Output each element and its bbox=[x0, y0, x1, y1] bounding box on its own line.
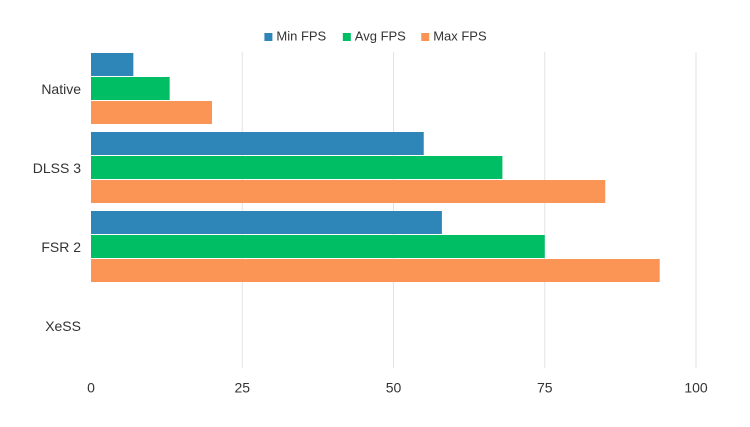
grid-layer bbox=[241, 52, 697, 368]
bar-fsr-2-max-fps bbox=[91, 259, 660, 282]
bar-dlss-3-min-fps bbox=[91, 132, 424, 155]
legend-item-avg-fps: Avg FPS bbox=[342, 28, 406, 43]
bar-fsr-2-avg-fps bbox=[91, 235, 545, 258]
bar-native-max-fps bbox=[91, 101, 212, 124]
x-tick-label: 25 bbox=[234, 380, 250, 396]
legend-swatch bbox=[264, 33, 273, 41]
x-tick-label: 75 bbox=[537, 380, 553, 396]
x-tick-label: 100 bbox=[684, 380, 708, 396]
bar-native-min-fps bbox=[91, 53, 134, 76]
legend: Min FPS Avg FPS Max FPS bbox=[264, 28, 487, 43]
category-label: Native bbox=[41, 81, 81, 97]
category-label: DLSS 3 bbox=[33, 160, 81, 176]
x-tick-label: 0 bbox=[87, 380, 95, 396]
x-tick-label: 50 bbox=[386, 380, 402, 396]
legend-label: Max FPS bbox=[433, 28, 487, 43]
legend-label: Min FPS bbox=[276, 28, 326, 43]
category-label: XeSS bbox=[45, 318, 81, 334]
bar-native-avg-fps bbox=[91, 77, 170, 100]
bar-fsr-2-min-fps bbox=[91, 211, 442, 234]
legend-item-max-fps: Max FPS bbox=[421, 28, 487, 43]
value-axis: 0 25 50 75 100 bbox=[87, 380, 708, 396]
legend-item-min-fps: Min FPS bbox=[264, 28, 327, 43]
legend-swatch bbox=[342, 33, 351, 41]
category-label: FSR 2 bbox=[41, 239, 81, 255]
bar-dlss-3-avg-fps bbox=[91, 156, 503, 179]
category-axis: Native DLSS 3 FSR 2 XeSS bbox=[33, 81, 81, 334]
bar-dlss-3-max-fps bbox=[91, 180, 606, 203]
legend-swatch bbox=[421, 33, 430, 41]
bars-layer bbox=[91, 53, 660, 282]
legend-label: Avg FPS bbox=[355, 28, 406, 43]
